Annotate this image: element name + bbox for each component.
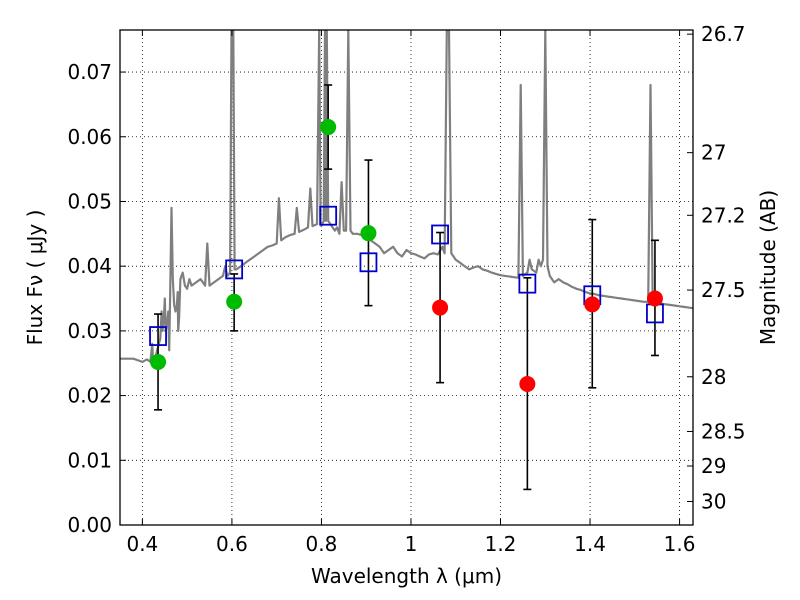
y-tick-label: 0.06 bbox=[67, 125, 112, 149]
spectrum-series bbox=[120, 30, 693, 363]
x-axis-label: Wavelength λ (μm) bbox=[311, 564, 502, 588]
x-tick-label: 1 bbox=[405, 532, 418, 556]
model-square-point bbox=[149, 326, 167, 346]
right-tick-label: 29 bbox=[701, 454, 726, 478]
plot-frame bbox=[119, 29, 694, 526]
x-tick-label: 0.8 bbox=[306, 532, 338, 556]
tick-group: 0.4 0.6 0.8 1 1.2 1.4 1.6 0.00 0.01 0.02 0.03 0.04 0… bbox=[67, 22, 745, 556]
right-tick-label: 28.5 bbox=[701, 419, 746, 443]
right-tick-label: 27 bbox=[701, 141, 726, 165]
right-tick-label: 27.5 bbox=[701, 278, 746, 302]
flux-point bbox=[646, 290, 663, 307]
x-tick-label: 1.2 bbox=[485, 532, 517, 556]
y-tick-label: 0.00 bbox=[67, 513, 112, 537]
x-tick-label: 1.4 bbox=[574, 532, 606, 556]
y-axis-right-label: Magnitude (AB) bbox=[756, 190, 780, 345]
model-square-point bbox=[431, 224, 449, 245]
x-tick-label: 0.4 bbox=[126, 532, 158, 556]
flux-point bbox=[519, 375, 536, 392]
model-square-point bbox=[319, 205, 338, 226]
x-tick-label: 1.6 bbox=[664, 532, 696, 556]
grid-lines bbox=[120, 30, 693, 526]
y-tick-label: 0.05 bbox=[67, 189, 112, 213]
marker-group bbox=[149, 119, 664, 392]
flux-point bbox=[432, 299, 449, 316]
right-tick-label: 26.7 bbox=[701, 22, 746, 46]
right-tick-label: 27.2 bbox=[701, 203, 746, 227]
y-tick-label: 0.02 bbox=[67, 384, 112, 408]
model-square-point bbox=[225, 259, 244, 280]
y-tick-label: 0.07 bbox=[67, 60, 112, 84]
y-axis-label: Flux Fν ( μJy ) bbox=[23, 210, 47, 346]
spectrum-line bbox=[120, 30, 693, 363]
model-square-point bbox=[518, 273, 537, 294]
y-tick-label: 0.03 bbox=[67, 319, 112, 343]
y-tick-label: 0.01 bbox=[67, 448, 112, 472]
x-tick-label: 0.6 bbox=[216, 532, 248, 556]
flux-point bbox=[360, 225, 377, 242]
right-tick-label: 28 bbox=[701, 365, 726, 389]
flux-point bbox=[226, 293, 243, 310]
flux-point bbox=[150, 353, 167, 370]
flux-point bbox=[320, 119, 337, 136]
y-tick-label: 0.04 bbox=[67, 254, 112, 278]
flux-point bbox=[584, 296, 601, 313]
model-square-point bbox=[359, 252, 378, 273]
right-tick-label: 30 bbox=[701, 490, 726, 514]
